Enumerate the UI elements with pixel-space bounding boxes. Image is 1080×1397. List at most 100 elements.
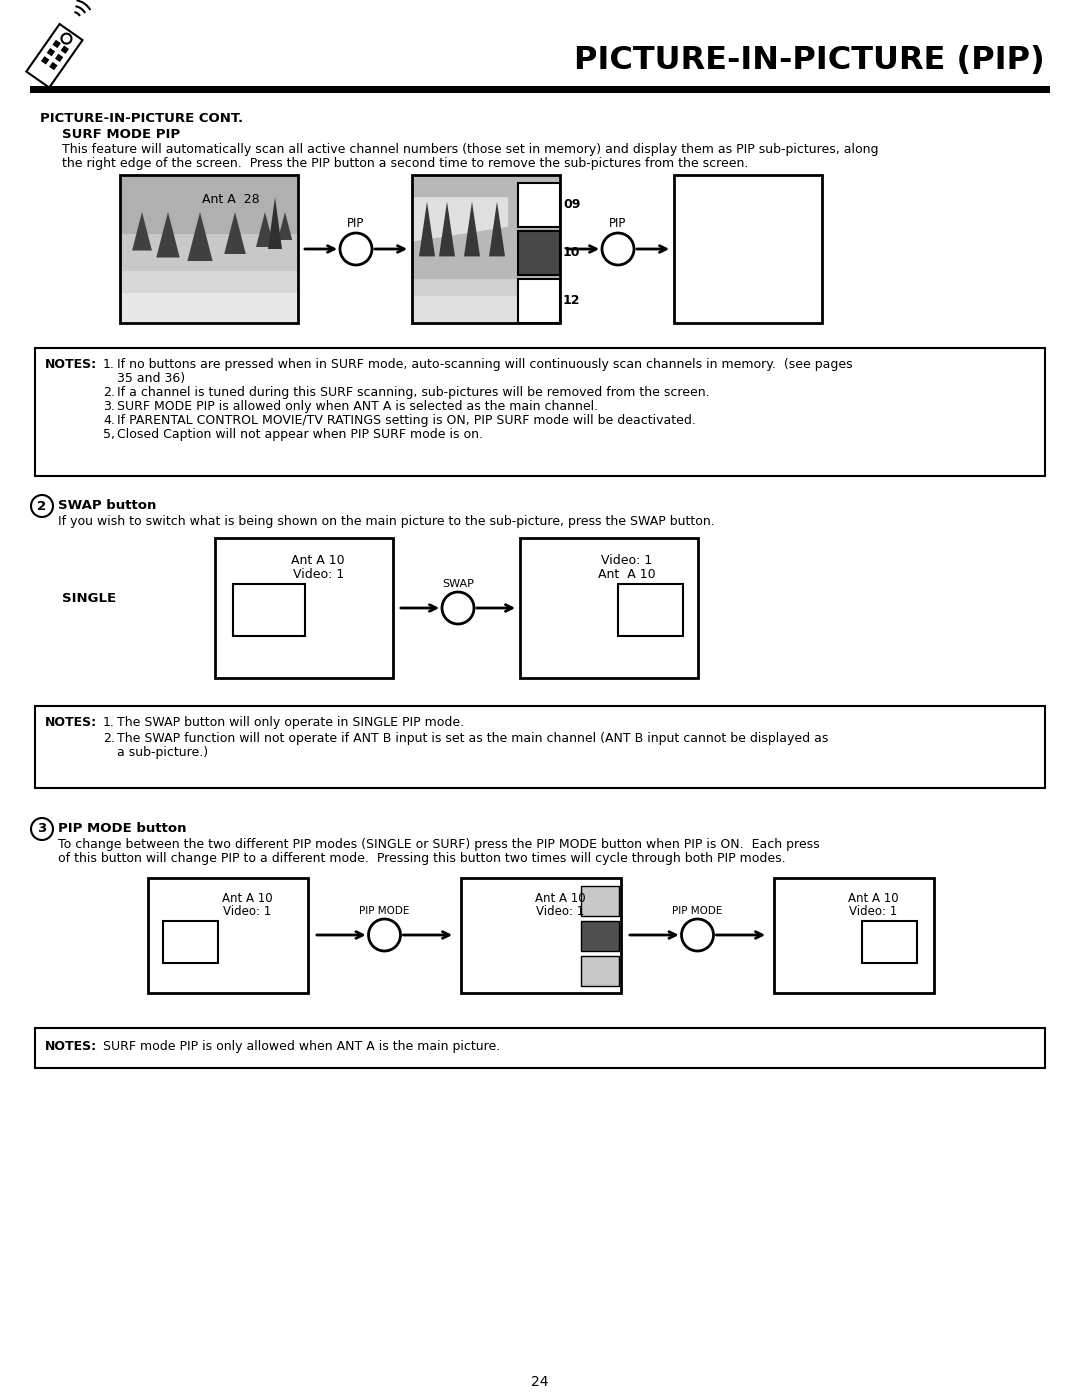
Text: If you wish to switch what is being shown on the main picture to the sub-picture: If you wish to switch what is being show… (58, 515, 715, 528)
Bar (411, 175, 561, 323)
Text: 09: 09 (563, 198, 580, 211)
Text: Video: 1: Video: 1 (602, 555, 652, 567)
Text: of this button will change PIP to a different mode.  Pressing this button two ti: of this button will change PIP to a diff… (58, 852, 785, 865)
Text: 12: 12 (563, 295, 581, 307)
Bar (411, 175, 561, 323)
Text: If no buttons are pressed when in SURF mode, auto-scanning will continuously sca: If no buttons are pressed when in SURF m… (117, 358, 852, 372)
Text: the right edge of the screen.  Press the PIP button a second time to remove the : the right edge of the screen. Press the … (62, 156, 748, 170)
Text: Ant A  28: Ant A 28 (202, 193, 259, 205)
Bar (50, 61, 57, 70)
Text: NOTES:: NOTES: (45, 1039, 97, 1053)
Bar (46, 47, 55, 56)
Text: To change between the two different PIP modes (SINGLE or SURF) press the PIP MOD: To change between the two different PIP … (58, 838, 820, 851)
Polygon shape (132, 212, 152, 250)
Circle shape (368, 919, 401, 951)
Text: The SWAP button will only operate in SINGLE PIP mode.: The SWAP button will only operate in SIN… (117, 717, 464, 729)
Polygon shape (225, 212, 246, 254)
Bar (120, 293, 298, 323)
Text: SWAP: SWAP (442, 578, 474, 590)
Text: Ant A 10: Ant A 10 (221, 893, 272, 905)
Bar (35, 1028, 1045, 1067)
Text: Ant  A 10: Ant A 10 (598, 569, 656, 581)
Text: PIP MODE: PIP MODE (360, 907, 409, 916)
Text: 1.: 1. (103, 717, 114, 729)
Circle shape (31, 819, 53, 840)
Bar (581, 886, 619, 916)
Bar (55, 53, 64, 61)
Text: 10: 10 (563, 246, 581, 260)
Bar (411, 278, 561, 323)
Circle shape (442, 592, 474, 624)
Circle shape (681, 919, 714, 951)
Text: Ant A 10: Ant A 10 (292, 555, 345, 567)
Text: PIP MODE button: PIP MODE button (58, 821, 187, 835)
Bar (30, 87, 1050, 94)
Bar (120, 175, 298, 323)
Polygon shape (256, 212, 274, 247)
Text: Ant A 10: Ant A 10 (848, 893, 899, 905)
Text: NOTES:: NOTES: (45, 717, 97, 729)
Text: PIP MODE: PIP MODE (673, 907, 723, 916)
Text: If PARENTAL CONTROL MOVIE/TV RATINGS setting is ON, PIP SURF mode will be deacti: If PARENTAL CONTROL MOVIE/TV RATINGS set… (117, 414, 696, 427)
Text: This feature will automatically scan all active channel numbers (those set in me: This feature will automatically scan all… (62, 142, 878, 156)
Bar (53, 39, 60, 47)
Bar (618, 584, 683, 636)
Text: The SWAP function will not operate if ANT B input is set as the main channel (AN: The SWAP function will not operate if AN… (117, 732, 828, 745)
Text: 3: 3 (38, 823, 46, 835)
Bar (461, 877, 621, 993)
Text: SURF MODE PIP: SURF MODE PIP (62, 129, 180, 141)
Polygon shape (464, 201, 480, 257)
Text: SWAP button: SWAP button (58, 499, 157, 511)
Bar (26, 24, 82, 88)
Bar (120, 175, 298, 323)
Text: SURF mode PIP is only allowed when ANT A is the main picture.: SURF mode PIP is only allowed when ANT A… (103, 1039, 500, 1053)
Bar (41, 56, 50, 64)
Bar (411, 296, 561, 323)
Text: PICTURE-IN-PICTURE (PIP): PICTURE-IN-PICTURE (PIP) (575, 45, 1045, 75)
Polygon shape (268, 197, 282, 249)
Text: 2.: 2. (103, 386, 114, 400)
Circle shape (602, 233, 634, 265)
Text: SURF MODE PIP is allowed only when ANT A is selected as the main channel.: SURF MODE PIP is allowed only when ANT A… (117, 400, 598, 414)
Text: 2: 2 (38, 500, 46, 513)
Bar (120, 235, 298, 271)
Text: Ant A 10: Ant A 10 (535, 893, 585, 905)
Polygon shape (278, 212, 293, 240)
Bar (518, 279, 561, 323)
Text: a sub-picture.): a sub-picture.) (117, 746, 208, 759)
Circle shape (62, 34, 71, 43)
Text: Video: 1: Video: 1 (293, 569, 343, 581)
Bar (518, 231, 561, 275)
Text: 4.: 4. (103, 414, 114, 427)
Polygon shape (438, 201, 455, 257)
Bar (148, 877, 308, 993)
Polygon shape (188, 212, 213, 261)
Text: 35 and 36): 35 and 36) (117, 372, 185, 386)
Polygon shape (157, 212, 179, 257)
Polygon shape (411, 197, 509, 242)
Circle shape (340, 233, 372, 265)
Bar (519, 538, 698, 678)
Bar (215, 538, 393, 678)
Text: Closed Caption will not appear when PIP SURF mode is on.: Closed Caption will not appear when PIP … (117, 427, 483, 441)
Bar (60, 46, 69, 54)
Circle shape (31, 495, 53, 517)
Polygon shape (419, 201, 435, 257)
Text: PIP: PIP (348, 217, 365, 231)
Bar (581, 956, 619, 986)
Text: PICTURE-IN-PICTURE CONT.: PICTURE-IN-PICTURE CONT. (40, 112, 243, 124)
Text: Video: 1: Video: 1 (849, 905, 897, 918)
Text: PIP: PIP (609, 217, 626, 231)
Bar (674, 175, 822, 323)
Text: 1.: 1. (103, 358, 114, 372)
Text: NOTES:: NOTES: (45, 358, 97, 372)
Text: SINGLE: SINGLE (62, 592, 117, 605)
Bar (581, 921, 619, 951)
Bar (518, 183, 561, 226)
Bar (120, 257, 298, 323)
Bar (233, 584, 305, 636)
Text: 3.: 3. (103, 400, 114, 414)
Text: Video: 1: Video: 1 (536, 905, 584, 918)
Bar (862, 921, 917, 963)
Text: Video: 1: Video: 1 (224, 905, 271, 918)
